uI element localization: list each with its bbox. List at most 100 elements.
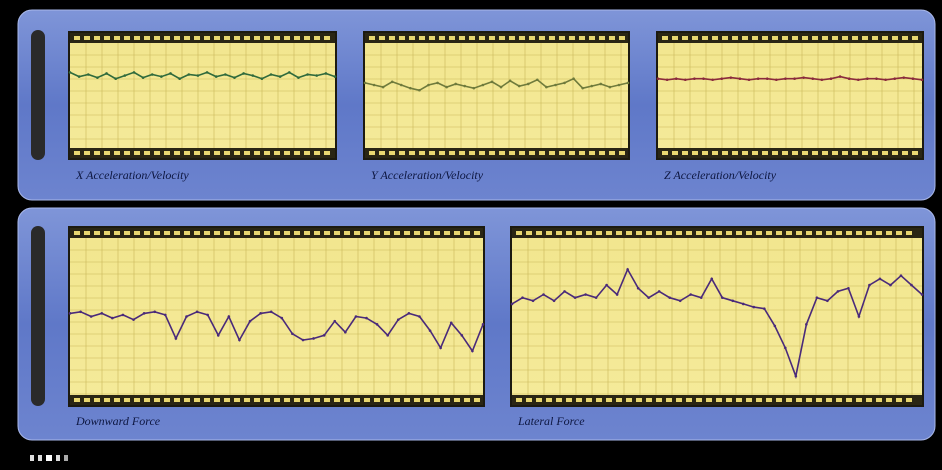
film-hole bbox=[686, 231, 692, 235]
film-hole bbox=[294, 231, 300, 235]
film-hole bbox=[414, 398, 420, 402]
film-hole bbox=[906, 231, 912, 235]
film-hole bbox=[144, 151, 150, 155]
film-hole bbox=[369, 151, 375, 155]
film-hole bbox=[872, 36, 878, 40]
trace-point bbox=[821, 78, 824, 81]
film-hole bbox=[124, 398, 130, 402]
film-hole bbox=[184, 231, 190, 235]
trace-point bbox=[590, 85, 593, 88]
trace-point bbox=[893, 77, 896, 80]
film-hole bbox=[569, 151, 575, 155]
trace-point bbox=[288, 71, 291, 74]
trace-point bbox=[581, 87, 584, 90]
film-hole bbox=[549, 151, 555, 155]
film-hole bbox=[516, 398, 522, 402]
film-hole bbox=[796, 398, 802, 402]
trace-point bbox=[291, 332, 294, 335]
film-hole bbox=[304, 231, 310, 235]
film-hole bbox=[682, 36, 688, 40]
film-hole bbox=[294, 151, 300, 155]
film-hole bbox=[666, 231, 672, 235]
trace-point bbox=[325, 72, 328, 75]
film-hole bbox=[434, 231, 440, 235]
trace-point bbox=[572, 77, 575, 80]
film-hole bbox=[324, 36, 330, 40]
trace-point bbox=[151, 73, 154, 76]
film-hole bbox=[842, 151, 848, 155]
trace-point bbox=[90, 315, 93, 318]
film-hole bbox=[832, 151, 838, 155]
trace-point bbox=[436, 82, 439, 85]
page: {"chart_data": [ {"type": "line", "title… bbox=[0, 0, 942, 470]
trace-point bbox=[249, 320, 252, 323]
film-hole bbox=[429, 36, 435, 40]
trace-point bbox=[323, 334, 326, 337]
trace-point bbox=[889, 284, 892, 287]
film-hole bbox=[134, 151, 140, 155]
film-hole bbox=[344, 231, 350, 235]
trace-point bbox=[355, 315, 358, 318]
film-hole bbox=[856, 398, 862, 402]
trace-point bbox=[700, 296, 703, 299]
film-hole bbox=[576, 398, 582, 402]
trace-point bbox=[793, 77, 796, 80]
film-hole bbox=[696, 231, 702, 235]
film-hole bbox=[244, 36, 250, 40]
trace-point bbox=[730, 76, 733, 79]
trace-point bbox=[233, 76, 236, 79]
trace-point bbox=[473, 87, 476, 90]
trace-point bbox=[536, 78, 539, 81]
film-hole bbox=[826, 398, 832, 402]
trace-point bbox=[382, 86, 385, 89]
trace-point bbox=[784, 77, 787, 80]
trace-point bbox=[242, 72, 245, 75]
film-hole bbox=[772, 151, 778, 155]
trace-point bbox=[132, 318, 135, 321]
film-hole bbox=[662, 151, 668, 155]
trace-point bbox=[775, 78, 778, 81]
trace-point bbox=[164, 314, 167, 317]
trace-point bbox=[178, 77, 181, 80]
film-hole bbox=[816, 398, 822, 402]
trace-point bbox=[224, 73, 227, 76]
trace-point bbox=[143, 312, 146, 315]
film-hole bbox=[194, 36, 200, 40]
film-hole bbox=[94, 231, 100, 235]
film-hole bbox=[539, 36, 545, 40]
chart-label: Lateral Force bbox=[517, 414, 585, 428]
chart-label: Downward Force bbox=[75, 414, 161, 428]
trace-point bbox=[450, 321, 453, 324]
film-hole bbox=[184, 36, 190, 40]
trace-point bbox=[739, 77, 742, 80]
film-hole bbox=[539, 151, 545, 155]
trace-point bbox=[618, 84, 621, 87]
trace-point bbox=[902, 76, 905, 79]
film-hole bbox=[424, 231, 430, 235]
trace-point bbox=[429, 329, 432, 332]
film-hole bbox=[314, 36, 320, 40]
film-hole bbox=[676, 231, 682, 235]
trace-point bbox=[445, 86, 448, 89]
trace-point bbox=[626, 268, 629, 271]
trace-point bbox=[133, 71, 136, 74]
trace-point bbox=[900, 274, 903, 277]
film-hole bbox=[124, 151, 130, 155]
film-hole bbox=[154, 151, 160, 155]
film-hole bbox=[224, 398, 230, 402]
trace-point bbox=[848, 77, 851, 80]
film-hole bbox=[706, 231, 712, 235]
trace-point bbox=[500, 86, 503, 89]
film-hole bbox=[766, 231, 772, 235]
film-hole bbox=[284, 398, 290, 402]
film-hole bbox=[234, 151, 240, 155]
trace-point bbox=[731, 300, 734, 303]
trace-point bbox=[527, 83, 530, 86]
film-hole bbox=[596, 231, 602, 235]
film-hole bbox=[324, 231, 330, 235]
film-hole bbox=[712, 151, 718, 155]
film-hole bbox=[204, 231, 210, 235]
film-hole bbox=[579, 151, 585, 155]
trace-point bbox=[847, 287, 850, 290]
film-hole bbox=[244, 231, 250, 235]
